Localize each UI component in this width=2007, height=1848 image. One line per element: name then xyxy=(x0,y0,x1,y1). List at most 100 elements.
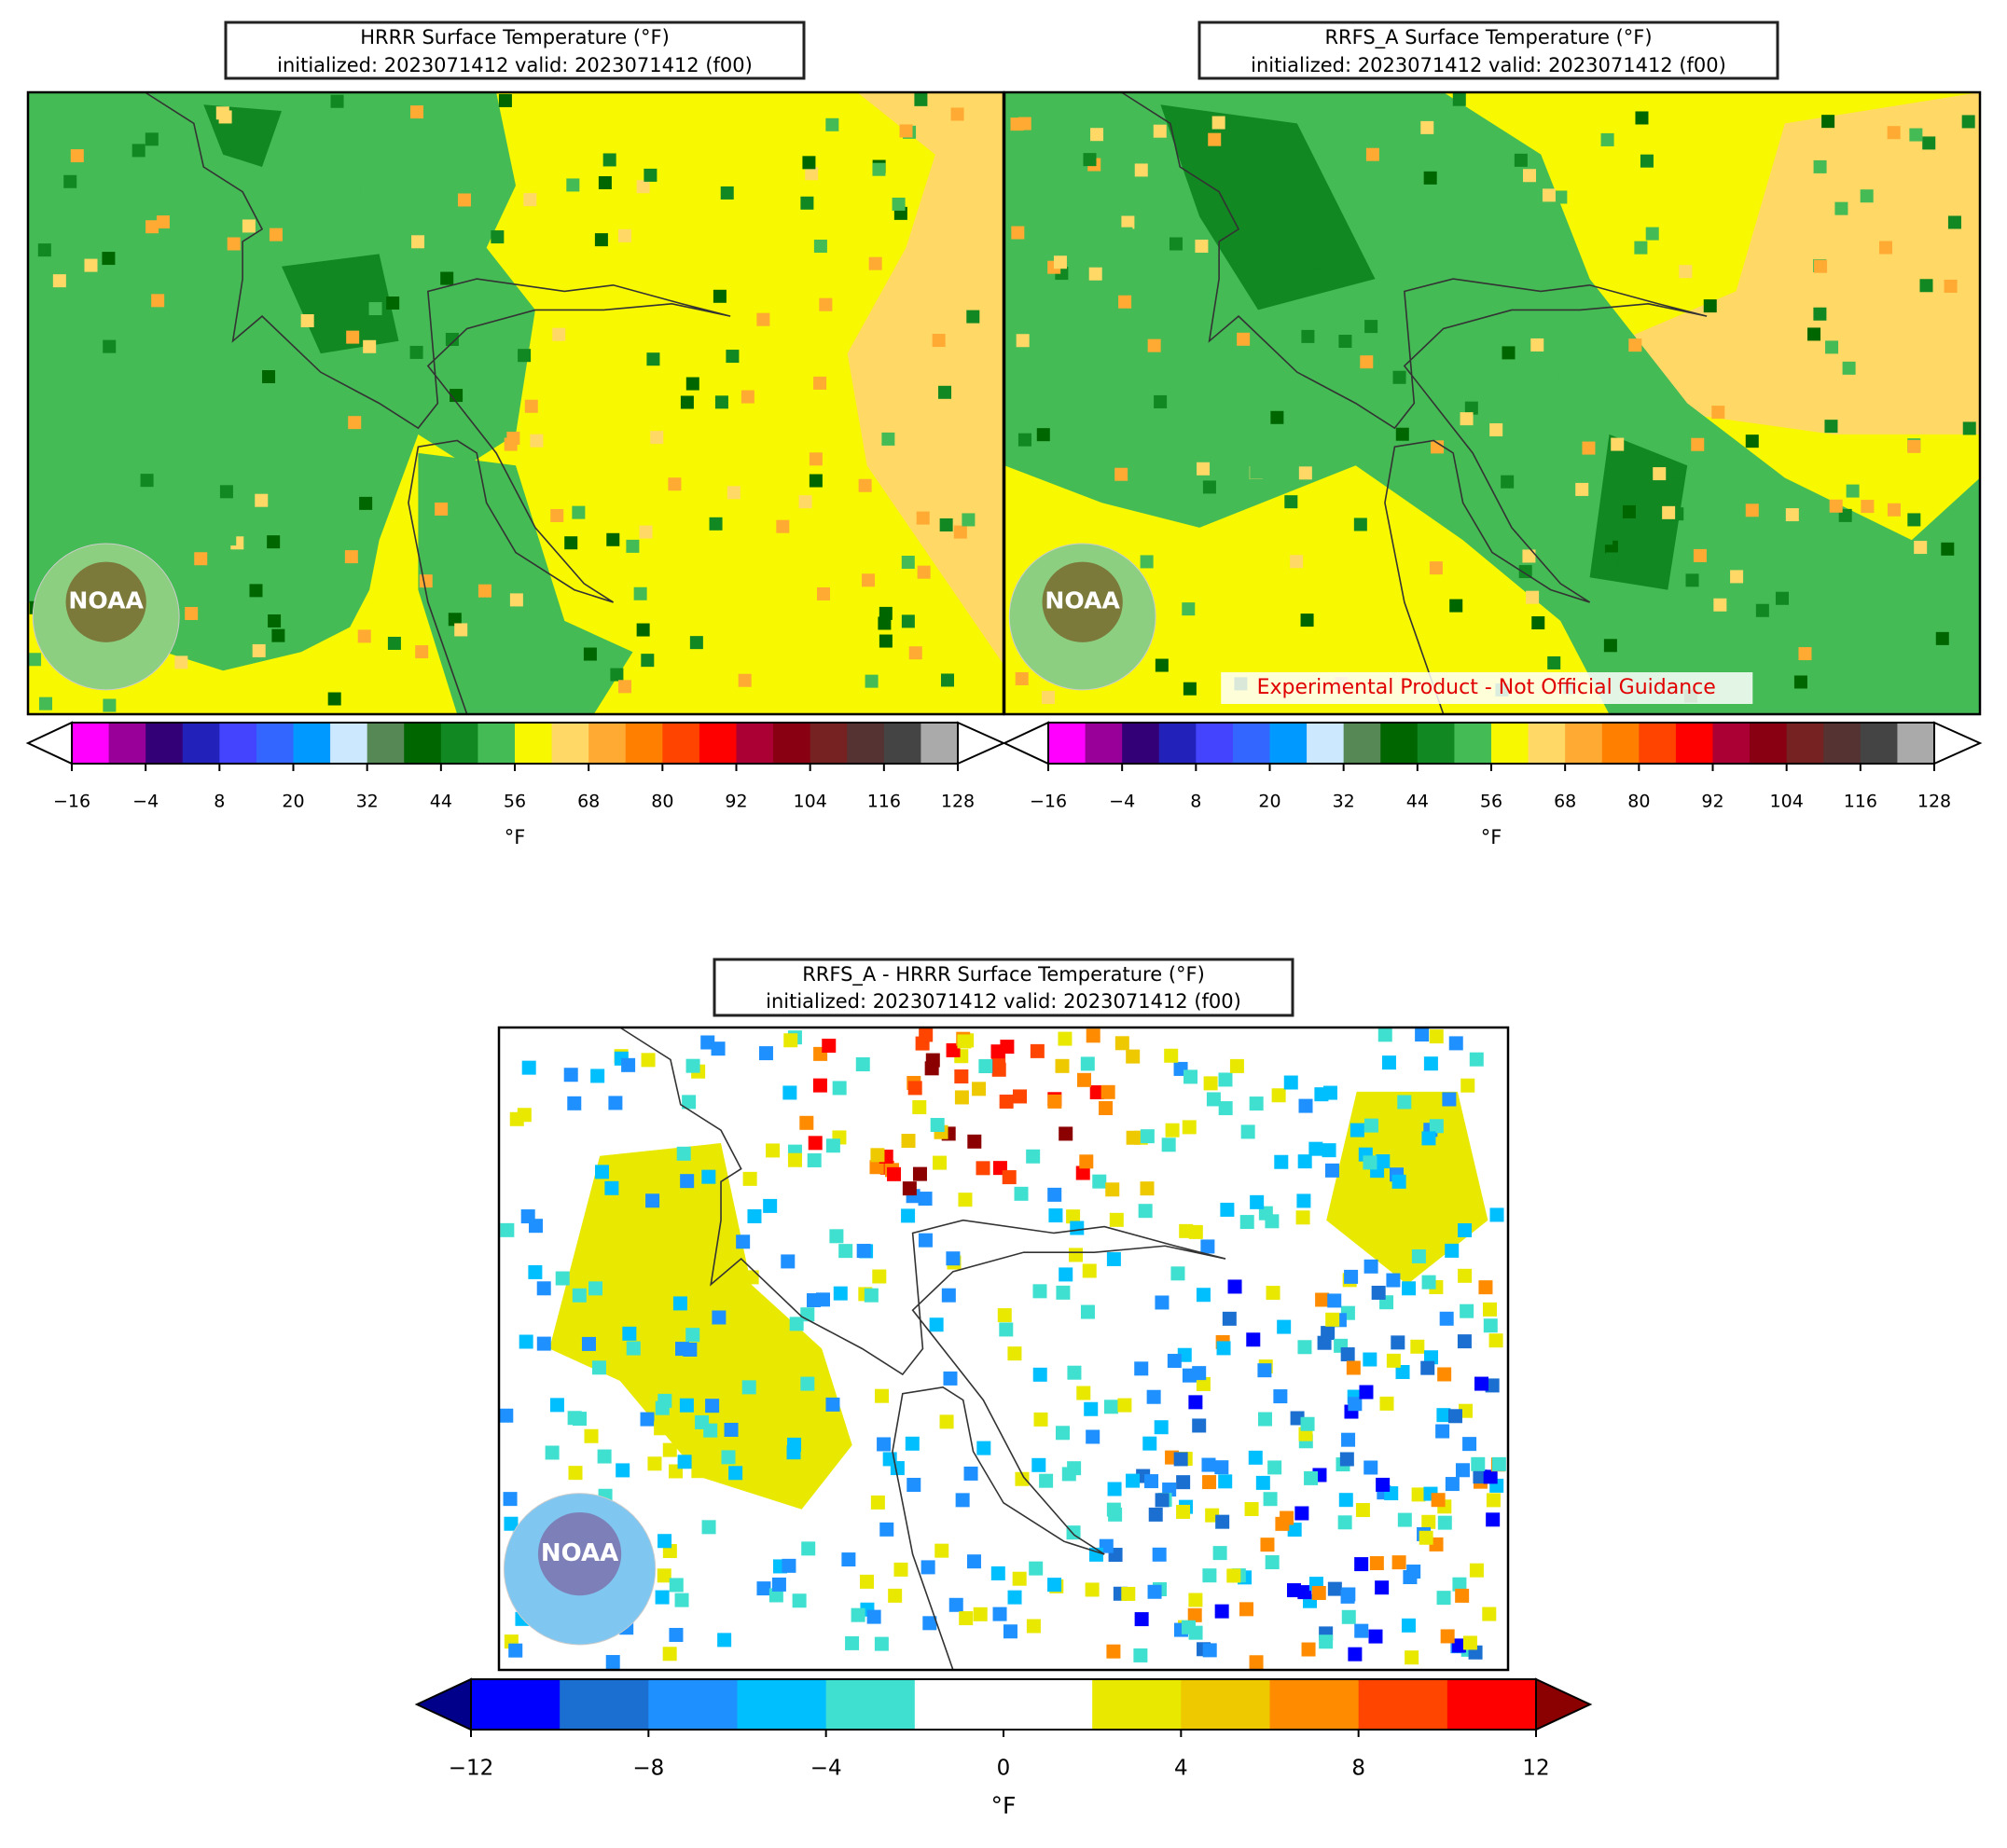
field-cell xyxy=(646,352,660,366)
field-cell xyxy=(1059,1126,1073,1141)
colorbar-bin xyxy=(914,1679,1004,1730)
field-cell xyxy=(700,1035,715,1050)
field-cell xyxy=(1015,1471,1030,1486)
field-cell xyxy=(691,1464,706,1479)
colorbar-bin xyxy=(145,723,184,764)
field-cell xyxy=(1371,1285,1386,1300)
field-cell xyxy=(1474,1376,1489,1391)
field-cell xyxy=(1069,1248,1084,1262)
field-cell xyxy=(1161,1138,1176,1152)
field-cell xyxy=(957,1034,972,1049)
field-cell xyxy=(662,1647,677,1662)
field-cell xyxy=(1257,1363,1272,1378)
field-cell xyxy=(636,180,650,194)
field-cell xyxy=(1622,504,1636,518)
field-cell xyxy=(912,1166,927,1181)
field-cell xyxy=(1080,1056,1095,1071)
cool-patch xyxy=(1160,104,1376,310)
logo-text: NOAA xyxy=(1045,587,1120,614)
field-cell xyxy=(902,1181,917,1196)
field-cell xyxy=(327,692,341,706)
field-cell xyxy=(1067,1461,1082,1476)
field-cell xyxy=(808,1136,823,1151)
colorbar-bin xyxy=(1307,723,1345,764)
field-cell xyxy=(1355,1503,1370,1518)
field-cell xyxy=(858,478,872,492)
field-cell xyxy=(1265,1214,1280,1229)
field-cell xyxy=(1014,1186,1029,1201)
field-cell xyxy=(1813,307,1827,321)
field-cell xyxy=(626,539,640,553)
field-cell xyxy=(1203,1076,1218,1091)
warm-area xyxy=(549,1143,852,1510)
field-cell xyxy=(1386,1353,1401,1368)
field-cell xyxy=(508,1643,523,1658)
field-cell xyxy=(1296,1193,1311,1208)
map-frame xyxy=(497,1026,1510,1672)
colorbar-bin xyxy=(471,1679,561,1730)
field-cell xyxy=(1635,111,1649,125)
field-cell xyxy=(1662,505,1676,519)
colorbar-bin xyxy=(1446,1679,1537,1730)
field-cell xyxy=(1002,1170,1017,1185)
field-cell xyxy=(919,1027,934,1042)
field-cell xyxy=(597,1449,612,1464)
field-cell xyxy=(1813,159,1827,173)
field-cell xyxy=(1239,1602,1254,1617)
field-cell xyxy=(1410,1339,1425,1354)
coastline xyxy=(145,91,731,715)
field-cell xyxy=(1634,241,1648,255)
field-cell xyxy=(706,1193,721,1208)
colorbar-bin xyxy=(1269,1679,1360,1730)
field-cell xyxy=(905,1436,920,1451)
field-cell xyxy=(1582,441,1596,455)
colorbar-bin xyxy=(1601,723,1640,764)
field-cell xyxy=(892,197,906,211)
field-cell xyxy=(914,92,928,106)
field-cell xyxy=(1437,1367,1452,1382)
field-cell xyxy=(1012,1571,1027,1586)
field-cell xyxy=(409,105,423,119)
field-cell xyxy=(685,377,699,391)
field-cell xyxy=(958,1193,973,1207)
field-cell xyxy=(654,1421,669,1436)
field-cell xyxy=(669,1627,684,1642)
field-cell xyxy=(1395,427,1409,441)
field-cell xyxy=(1070,1221,1085,1235)
field-cell xyxy=(1036,428,1050,442)
field-cell xyxy=(555,1271,570,1286)
field-cell xyxy=(1016,334,1030,348)
colorbar-tick-label: 92 xyxy=(1701,792,1723,812)
field-cell xyxy=(807,1293,822,1308)
field-cell xyxy=(419,574,433,588)
field-cell xyxy=(1154,1420,1169,1435)
field-cell xyxy=(1039,1473,1054,1488)
field-cell xyxy=(959,1611,974,1626)
field-cell xyxy=(782,1085,797,1100)
field-cell xyxy=(1460,1078,1475,1093)
field-cell xyxy=(330,94,344,108)
field-cell xyxy=(1514,153,1528,167)
field-cell xyxy=(1485,1378,1500,1393)
field-cell xyxy=(1377,1027,1392,1042)
colorbar-bin xyxy=(440,723,478,764)
field-cell xyxy=(1486,1512,1501,1527)
field-cell xyxy=(1134,163,1148,177)
field-cell xyxy=(1260,1538,1275,1552)
field-cell xyxy=(1202,1643,1217,1658)
field-cell xyxy=(1914,541,1928,555)
field-cell xyxy=(1887,503,1901,517)
field-cell xyxy=(1300,614,1314,627)
field-cell xyxy=(1500,391,1514,405)
field-cell xyxy=(1085,1582,1100,1597)
field-cell xyxy=(300,313,314,327)
field-cell xyxy=(908,646,922,660)
field-cell xyxy=(1455,1588,1470,1603)
field-cell xyxy=(1825,340,1839,354)
field-cell xyxy=(758,1046,773,1061)
field-cell xyxy=(1215,1514,1230,1529)
field-cell xyxy=(1907,513,1921,527)
field-cell xyxy=(966,310,980,324)
field-cell xyxy=(783,1033,798,1048)
field-cell xyxy=(669,1578,684,1593)
